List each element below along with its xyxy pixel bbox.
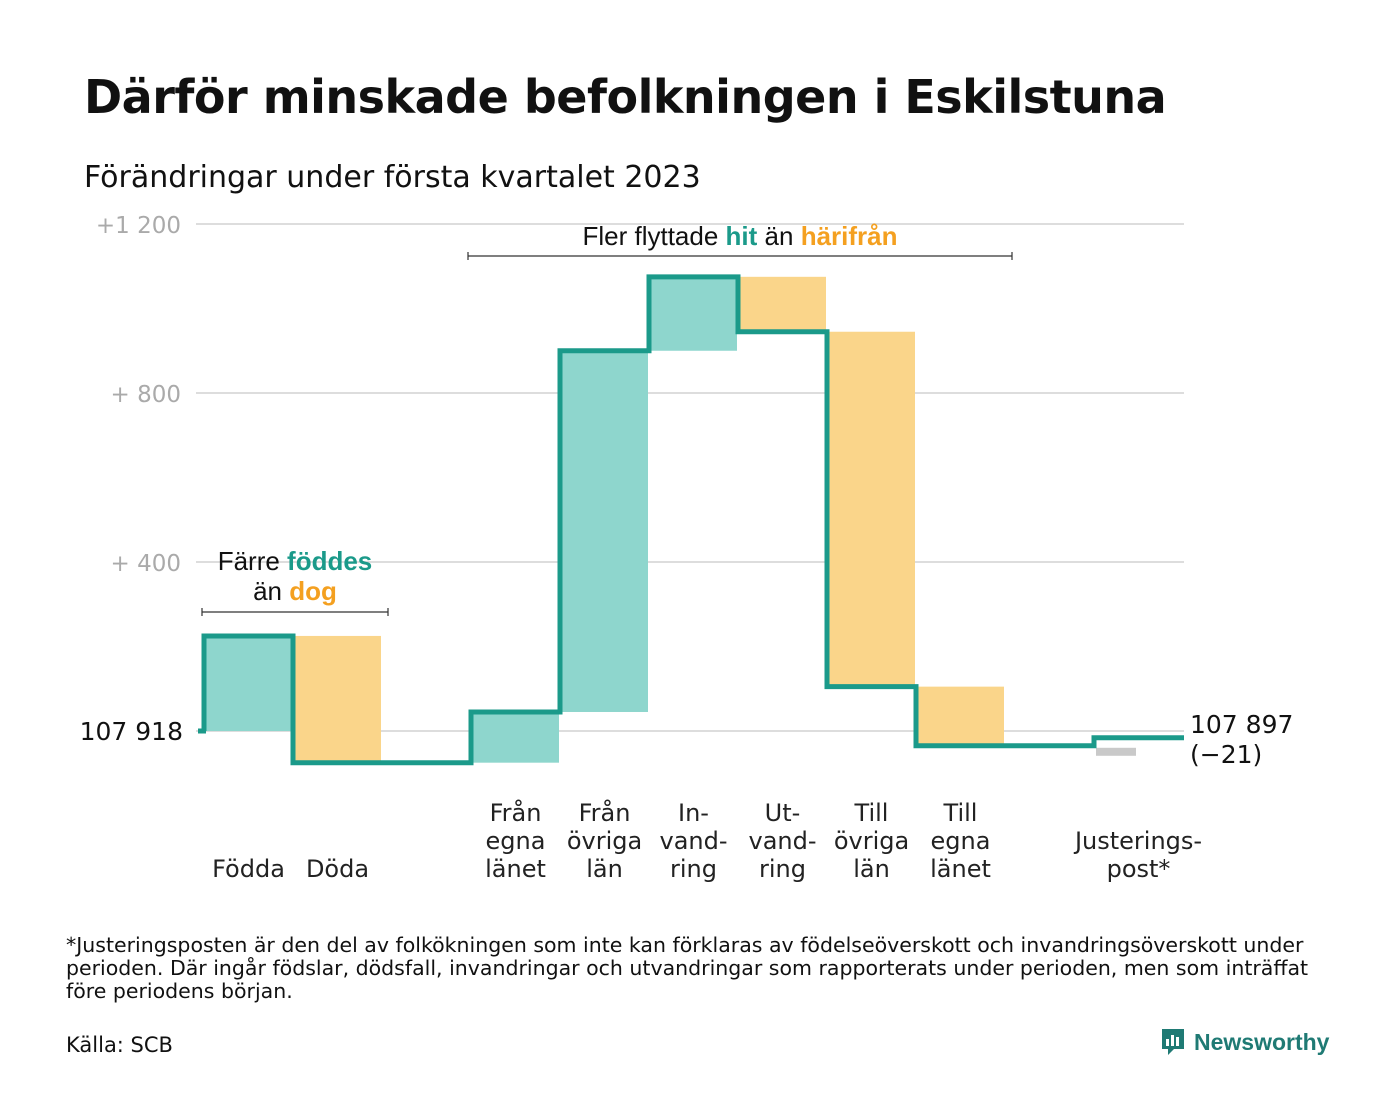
end-value-label: 107 897: [1190, 710, 1293, 739]
grid-lines: +1 200 + 800 + 400: [96, 213, 1184, 732]
category-label: Döda: [306, 855, 369, 883]
category-label: Födda: [212, 855, 285, 883]
bar: [738, 276, 826, 332]
bar: [827, 331, 915, 687]
chart-subtitle: Förändringar under första kvartalet 2023: [84, 160, 701, 195]
bar: [471, 711, 559, 763]
bar-series: [204, 276, 1136, 763]
step-line: [198, 274, 1184, 766]
category-labels: Födda Döda Från egna länet Från övriga länIn-va…: [80, 710, 1294, 883]
annotation-migration: Fler flyttade hit än härifrån: [582, 221, 897, 251]
end-change-label: (−21): [1190, 740, 1262, 769]
brand-name: Newsworthy: [1194, 1028, 1330, 1055]
bar: [916, 686, 1004, 746]
annotation-births: Färre föddes: [218, 546, 373, 576]
category-label: Till övriga län: [834, 799, 909, 883]
category-label: Justerings-post*: [1073, 827, 1202, 883]
newsworthy-logo-icon: [1162, 1029, 1184, 1055]
category-label: Från egna länet: [485, 798, 546, 883]
category-label: Från övriga län: [567, 798, 642, 883]
y-tick-label: + 800: [111, 382, 181, 408]
bar: [1096, 747, 1136, 756]
y-tick-label: + 400: [111, 551, 181, 577]
annotation-births: än dog: [253, 576, 337, 606]
category-label: Ut-vand-ring: [748, 799, 816, 883]
y-tick-label: +1 200: [96, 213, 181, 239]
source-label: Källa: SCB: [66, 1033, 173, 1057]
start-value-label: 107 918: [80, 717, 183, 746]
bar: [204, 635, 292, 731]
step-line-path: [201, 274, 1184, 766]
brand-logo[interactable]: Newsworthy: [1160, 1027, 1329, 1057]
bar: [293, 635, 381, 763]
bar: [560, 350, 648, 712]
category-label: In-vand-ring: [659, 799, 727, 883]
chart-title: Därför minskade befolkningen i Eskilstun…: [84, 70, 1167, 124]
bar: [649, 276, 737, 351]
category-label: Till egna länet: [930, 799, 991, 883]
footnote: *Justeringsposten är den del av folkökni…: [66, 933, 1309, 1003]
